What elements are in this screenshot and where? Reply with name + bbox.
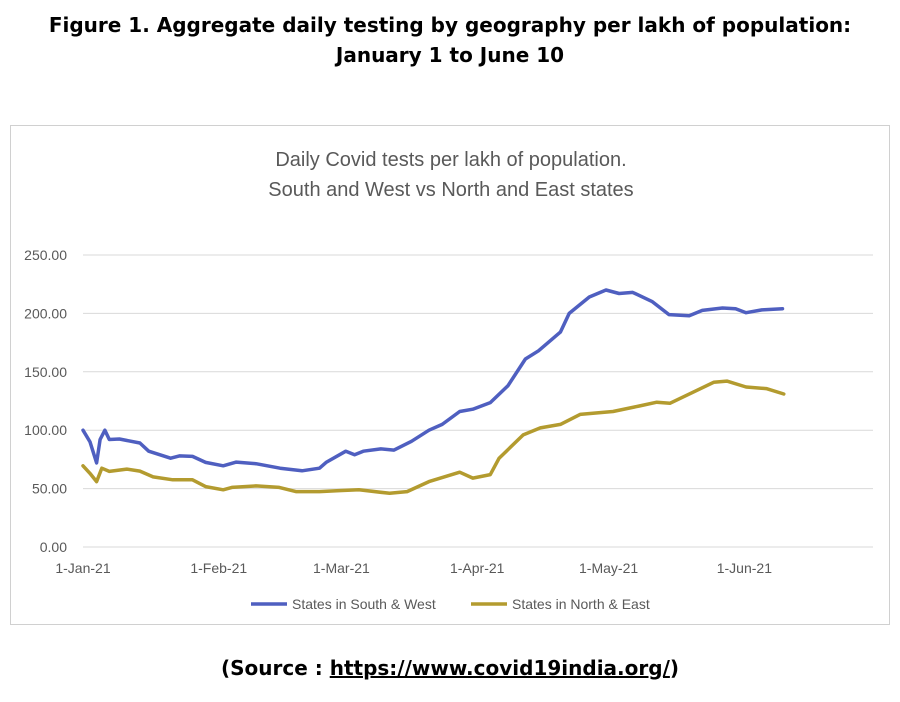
- chart-subtitle: South and West vs North and East states: [268, 179, 633, 201]
- source-link[interactable]: https://www.covid19india.org/: [329, 656, 670, 680]
- x-tick-label: 1-Apr-21: [450, 560, 505, 576]
- chart-title: Daily Covid tests per lakh of population…: [275, 149, 626, 171]
- source-suffix: ): [669, 656, 680, 680]
- y-tick-label: 50.00: [32, 481, 67, 497]
- legend-label: States in South & West: [292, 596, 436, 612]
- line-chart: Daily Covid tests per lakh of population…: [24, 149, 873, 612]
- figure-title: Figure 1. Aggregate daily testing by geo…: [0, 10, 900, 70]
- chart-container: Daily Covid tests per lakh of population…: [10, 125, 890, 625]
- legend-label: States in North & East: [512, 596, 650, 612]
- x-tick-label: 1-Jun-21: [717, 560, 772, 576]
- series-line-north-east: [81, 379, 786, 496]
- y-tick-label: 200.00: [24, 305, 67, 321]
- y-tick-label: 100.00: [24, 422, 67, 438]
- y-tick-label: 0.00: [40, 539, 67, 555]
- source-prefix: (Source :: [220, 656, 330, 680]
- figure-title-line2: January 1 to June 10: [335, 43, 565, 67]
- x-tick-label: 1-Jan-21: [55, 560, 110, 576]
- x-tick-label: 1-Mar-21: [313, 560, 370, 576]
- source-note: (Source : https://www.covid19india.org/): [0, 656, 900, 680]
- figure-title-line1: Figure 1. Aggregate daily testing by geo…: [48, 13, 852, 37]
- x-tick-label: 1-May-21: [579, 560, 638, 576]
- y-tick-label: 150.00: [24, 364, 67, 380]
- x-tick-label: 1-Feb-21: [190, 560, 247, 576]
- y-tick-label: 250.00: [24, 247, 67, 263]
- series-line-south-west: [81, 288, 785, 473]
